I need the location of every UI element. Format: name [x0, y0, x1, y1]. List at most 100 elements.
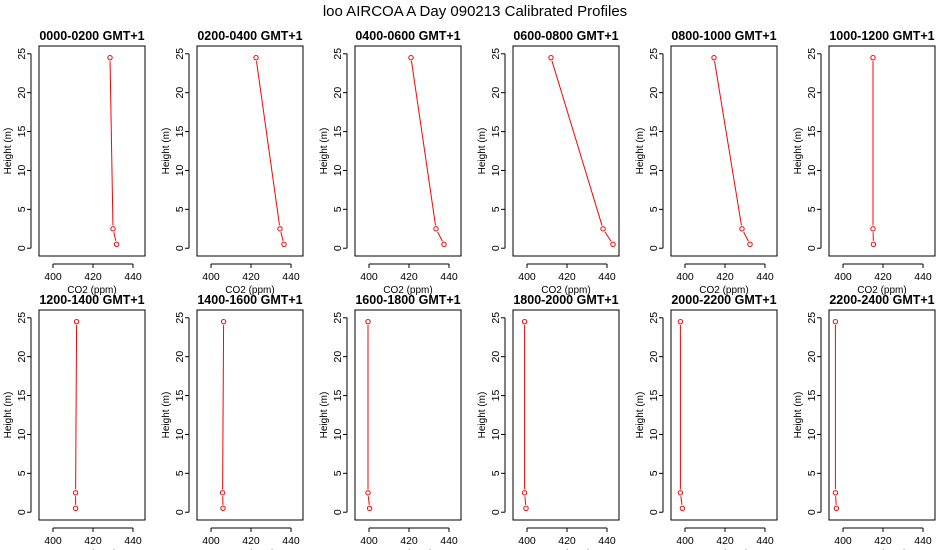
y-tick-label: 10	[806, 164, 818, 176]
y-tick-label: 15	[806, 390, 818, 402]
x-axis-label: CO2 (ppm)	[67, 285, 116, 296]
data-point	[833, 505, 840, 512]
data-point	[72, 490, 79, 496]
y-tick-label: 20	[806, 351, 818, 363]
y-tick-label: 5	[806, 470, 818, 476]
y-tick-label: 20	[332, 87, 344, 99]
profile-segment	[367, 496, 370, 505]
x-tick-label: 440	[124, 535, 142, 547]
profile-segment	[604, 231, 612, 242]
plot-frame	[38, 45, 146, 257]
y-tick-label: 15	[174, 390, 186, 402]
y-tick-label: 20	[648, 87, 660, 99]
y-tick-label: 25	[332, 48, 344, 60]
y-axis-label: Height (m)	[319, 128, 330, 175]
y-tick-label: 20	[16, 87, 28, 99]
y-tick-label: 20	[332, 351, 344, 363]
y-tick-label: 0	[648, 509, 660, 515]
plot-frame	[828, 309, 936, 521]
profile-segment	[551, 60, 603, 226]
profile-segment	[437, 231, 443, 242]
data-point	[870, 54, 876, 61]
y-tick-label: 25	[174, 48, 186, 60]
profile-segment	[835, 496, 837, 505]
panel-title: 2200-2400 GMT+1	[829, 293, 934, 307]
y-tick-label: 15	[16, 126, 28, 138]
y-tick-label: 5	[174, 470, 186, 476]
panel-1: 0000-0200 GMT+1 400 420 440 CO2 (ppm) 0 5 10 15 2…	[3, 29, 146, 296]
profile-segment	[222, 325, 225, 490]
y-tick-label: 0	[174, 509, 186, 515]
data-point	[219, 490, 226, 496]
y-tick-label: 0	[332, 245, 344, 251]
y-tick-label: 25	[648, 312, 660, 324]
y-tick-label: 0	[16, 509, 28, 515]
x-tick-label: 400	[518, 535, 536, 547]
y-tick-label: 15	[16, 390, 28, 402]
x-tick-label: 440	[282, 535, 300, 547]
profile-segment	[524, 496, 527, 505]
data-point	[739, 226, 745, 232]
y-axis-label: Height (m)	[161, 128, 172, 175]
y-tick-label: 5	[490, 470, 502, 476]
y-axis-label: Height (m)	[477, 128, 488, 175]
x-tick-label: 440	[282, 271, 300, 283]
plot-frame	[38, 309, 146, 521]
y-tick-label: 20	[490, 87, 502, 99]
y-axis-label: Height (m)	[477, 392, 488, 439]
plot-frame	[354, 45, 462, 257]
x-tick-label: 420	[874, 271, 892, 283]
y-tick-label: 0	[648, 245, 660, 251]
x-tick-label: 400	[834, 535, 852, 547]
x-tick-label: 440	[914, 535, 932, 547]
panel-4: 0600-0800 GMT+1 400 420 440 CO2 (ppm) 0 5 10 15 2…	[477, 29, 620, 296]
x-tick-label: 440	[598, 271, 616, 283]
data-point	[677, 490, 684, 496]
data-point	[521, 490, 528, 496]
y-tick-label: 10	[648, 428, 660, 440]
x-axis-label: CO2 (ppm)	[383, 285, 432, 296]
y-axis-label: Height (m)	[635, 392, 646, 439]
data-point	[870, 226, 876, 232]
x-tick-label: 420	[874, 535, 892, 547]
y-tick-label: 10	[16, 164, 28, 176]
profile-segment	[714, 61, 742, 226]
x-tick-label: 420	[558, 535, 576, 547]
data-point	[677, 318, 684, 325]
data-point	[253, 54, 259, 61]
y-tick-label: 10	[648, 164, 660, 176]
y-tick-label: 0	[16, 245, 28, 251]
y-tick-label: 25	[648, 48, 660, 60]
x-tick-label: 400	[202, 535, 220, 547]
x-tick-label: 400	[202, 271, 220, 283]
x-tick-label: 400	[834, 271, 852, 283]
x-tick-label: 440	[756, 271, 774, 283]
y-tick-label: 20	[648, 351, 660, 363]
y-tick-label: 10	[174, 164, 186, 176]
y-tick-label: 15	[490, 126, 502, 138]
y-tick-label: 0	[490, 245, 502, 251]
profile-segment	[411, 61, 436, 226]
data-point	[72, 505, 79, 512]
y-tick-label: 10	[806, 428, 818, 440]
data-point	[113, 241, 120, 248]
y-tick-label: 15	[490, 390, 502, 402]
y-tick-label: 5	[16, 206, 28, 212]
x-tick-label: 400	[360, 535, 378, 547]
x-tick-label: 440	[440, 271, 458, 283]
panel-title: 0000-0200 GMT+1	[39, 29, 144, 43]
y-axis-label: Height (m)	[635, 128, 646, 175]
x-axis-label: CO2 (ppm)	[541, 285, 590, 296]
data-point	[610, 241, 616, 248]
data-point	[73, 318, 80, 325]
data-point	[521, 318, 528, 325]
data-point	[747, 241, 753, 248]
panel-title: 0200-0400 GMT+1	[197, 29, 302, 43]
y-tick-label: 5	[490, 206, 502, 212]
x-tick-label: 400	[676, 271, 694, 283]
profile-segment	[75, 325, 78, 490]
data-point	[107, 54, 113, 61]
